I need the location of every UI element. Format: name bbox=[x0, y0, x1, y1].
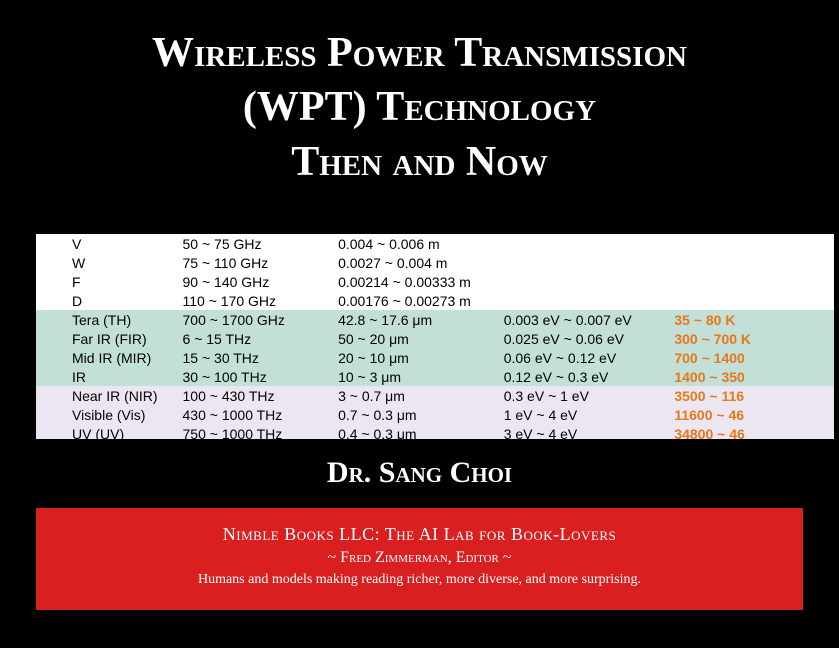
book-title: Wireless Power Transmission (WPT) Techno… bbox=[0, 0, 839, 187]
table-row: Near IR (NIR)100 ~ 430 THz3 ~ 0.7 μm0.3 … bbox=[36, 386, 834, 405]
editor-name: ~ Fred Zimmerman, Editor ~ bbox=[36, 549, 803, 567]
frequency-cell: 110 ~ 170 GHz bbox=[177, 291, 333, 310]
temperature-cell bbox=[668, 234, 834, 253]
band-cell: F bbox=[36, 272, 177, 291]
frequency-cell: 700 ~ 1700 GHz bbox=[177, 310, 333, 329]
publisher-tagline: Humans and models making reading richer,… bbox=[36, 572, 803, 588]
temperature-cell bbox=[668, 291, 834, 310]
band-cell: IR bbox=[36, 367, 177, 386]
frequency-cell: 90 ~ 140 GHz bbox=[177, 272, 333, 291]
wavelength-cell: 0.7 ~ 0.3 μm bbox=[332, 405, 498, 424]
publisher-box: Nimble Books LLC: The AI Lab for Book-Lo… bbox=[36, 508, 803, 610]
title-line-1: Wireless Power Transmission bbox=[0, 28, 839, 78]
table-row: D110 ~ 170 GHz0.00176 ~ 0.00273 m bbox=[36, 291, 834, 310]
frequency-cell: 30 ~ 100 THz bbox=[177, 367, 333, 386]
wavelength-cell: 3 ~ 0.7 μm bbox=[332, 386, 498, 405]
band-cell: W bbox=[36, 253, 177, 272]
spectrum-table-panel: V50 ~ 75 GHz0.004 ~ 0.006 mW75 ~ 110 GHz… bbox=[36, 234, 834, 439]
energy-cell: 0.06 eV ~ 0.12 eV bbox=[498, 348, 669, 367]
title-line-3: Then and Now bbox=[0, 137, 839, 187]
wavelength-cell: 50 ~ 20 μm bbox=[332, 329, 498, 348]
wavelength-cell: 0.4 ~ 0.3 μm bbox=[332, 424, 498, 439]
energy-cell: 0.003 eV ~ 0.007 eV bbox=[498, 310, 669, 329]
energy-cell bbox=[498, 253, 669, 272]
band-cell: Far IR (FIR) bbox=[36, 329, 177, 348]
wavelength-cell: 20 ~ 10 μm bbox=[332, 348, 498, 367]
table-row: Mid IR (MIR)15 ~ 30 THz20 ~ 10 μm0.06 eV… bbox=[36, 348, 834, 367]
title-line-2: (WPT) Technology bbox=[0, 82, 839, 132]
table-row: F90 ~ 140 GHz0.00214 ~ 0.00333 m bbox=[36, 272, 834, 291]
energy-cell: 0.12 eV ~ 0.3 eV bbox=[498, 367, 669, 386]
band-cell: Tera (TH) bbox=[36, 310, 177, 329]
table-row: V50 ~ 75 GHz0.004 ~ 0.006 m bbox=[36, 234, 834, 253]
temperature-cell: 34800 ~ 46 bbox=[668, 424, 834, 439]
band-cell: D bbox=[36, 291, 177, 310]
table-row: IR30 ~ 100 THz10 ~ 3 μm0.12 eV ~ 0.3 eV1… bbox=[36, 367, 834, 386]
wavelength-cell: 42.8 ~ 17.6 μm bbox=[332, 310, 498, 329]
frequency-cell: 50 ~ 75 GHz bbox=[177, 234, 333, 253]
temperature-cell: 11600 ~ 46 bbox=[668, 405, 834, 424]
temperature-cell: 300 ~ 700 K bbox=[668, 329, 834, 348]
temperature-cell: 35 ~ 80 K bbox=[668, 310, 834, 329]
table-row: Far IR (FIR)6 ~ 15 THz50 ~ 20 μm0.025 eV… bbox=[36, 329, 834, 348]
band-cell: Visible (Vis) bbox=[36, 405, 177, 424]
spectrum-table: V50 ~ 75 GHz0.004 ~ 0.006 mW75 ~ 110 GHz… bbox=[36, 234, 834, 439]
frequency-cell: 430 ~ 1000 THz bbox=[177, 405, 333, 424]
energy-cell bbox=[498, 234, 669, 253]
frequency-cell: 15 ~ 30 THz bbox=[177, 348, 333, 367]
band-cell: Mid IR (MIR) bbox=[36, 348, 177, 367]
frequency-cell: 75 ~ 110 GHz bbox=[177, 253, 333, 272]
table-row: W75 ~ 110 GHz0.0027 ~ 0.004 m bbox=[36, 253, 834, 272]
wavelength-cell: 0.00214 ~ 0.00333 m bbox=[332, 272, 498, 291]
band-cell: Near IR (NIR) bbox=[36, 386, 177, 405]
author-name: Dr. Sang Choi bbox=[0, 456, 839, 490]
wavelength-cell: 0.0027 ~ 0.004 m bbox=[332, 253, 498, 272]
frequency-cell: 750 ~ 1000 THz bbox=[177, 424, 333, 439]
wavelength-cell: 0.00176 ~ 0.00273 m bbox=[332, 291, 498, 310]
temperature-cell bbox=[668, 253, 834, 272]
table-row: UV (UV)750 ~ 1000 THz0.4 ~ 0.3 μm3 eV ~ … bbox=[36, 424, 834, 439]
wavelength-cell: 10 ~ 3 μm bbox=[332, 367, 498, 386]
energy-cell: 0.025 eV ~ 0.06 eV bbox=[498, 329, 669, 348]
table-row: Tera (TH)700 ~ 1700 GHz42.8 ~ 17.6 μm0.0… bbox=[36, 310, 834, 329]
energy-cell: 1 eV ~ 4 eV bbox=[498, 405, 669, 424]
band-cell: UV (UV) bbox=[36, 424, 177, 439]
wavelength-cell: 0.004 ~ 0.006 m bbox=[332, 234, 498, 253]
energy-cell: 0.3 eV ~ 1 eV bbox=[498, 386, 669, 405]
temperature-cell: 1400 ~ 350 bbox=[668, 367, 834, 386]
temperature-cell: 3500 ~ 116 bbox=[668, 386, 834, 405]
temperature-cell bbox=[668, 272, 834, 291]
energy-cell bbox=[498, 291, 669, 310]
band-cell: V bbox=[36, 234, 177, 253]
energy-cell bbox=[498, 272, 669, 291]
frequency-cell: 100 ~ 430 THz bbox=[177, 386, 333, 405]
temperature-cell: 700 ~ 1400 bbox=[668, 348, 834, 367]
frequency-cell: 6 ~ 15 THz bbox=[177, 329, 333, 348]
energy-cell: 3 eV ~ 4 eV bbox=[498, 424, 669, 439]
table-row: Visible (Vis)430 ~ 1000 THz0.7 ~ 0.3 μm1… bbox=[36, 405, 834, 424]
publisher-name: Nimble Books LLC: The AI Lab for Book-Lo… bbox=[36, 524, 803, 545]
